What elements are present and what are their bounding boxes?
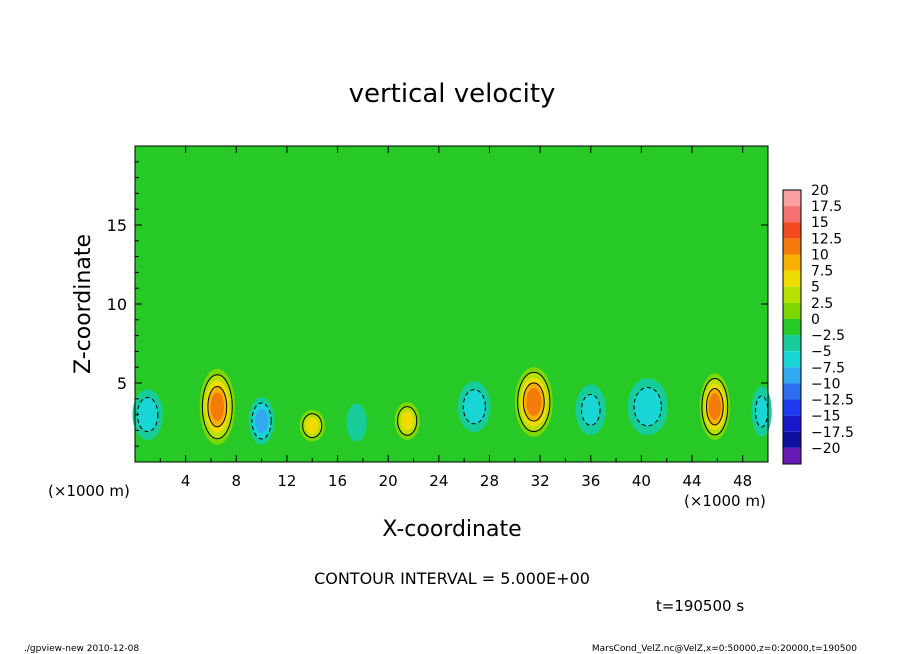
colorbar-swatch <box>783 222 801 239</box>
colorbar-label: −15 <box>811 409 841 425</box>
colorbar-label: 12.5 <box>811 231 842 247</box>
colorbar-swatch <box>783 335 801 352</box>
x-tick-label: 16 <box>328 472 347 490</box>
y-axis-label: Z-coordinate <box>71 234 96 374</box>
velocity-contour-level <box>210 392 224 421</box>
colorbar-swatch <box>783 367 801 384</box>
colorbar-swatch <box>783 286 801 303</box>
colorbar: 2017.51512.5107.552.50−2.5−5−7.5−10−12.5… <box>782 183 854 465</box>
colorbar-swatch <box>783 415 801 432</box>
colorbar-label: 0 <box>811 312 820 328</box>
x-unit-note-left: (×1000 m) <box>48 482 130 500</box>
colorbar-label: −2.5 <box>811 328 845 344</box>
x-tick-label: 28 <box>480 472 499 490</box>
time-label: t=190500 s <box>656 597 744 615</box>
y-tick-label: 15 <box>107 216 127 235</box>
colorbar-swatch <box>783 190 801 207</box>
colorbar-swatch <box>783 238 801 255</box>
velocity-contour-level <box>633 387 662 427</box>
x-tick-label: 36 <box>581 472 600 490</box>
x-unit-note-right: (×1000 m) <box>684 492 766 510</box>
velocity-contour-level <box>136 397 159 433</box>
velocity-contour-level <box>305 417 319 434</box>
colorbar-label: 7.5 <box>811 264 833 280</box>
colorbar-label: −7.5 <box>811 360 845 376</box>
colorbar-label: −17.5 <box>811 425 854 441</box>
x-tick-label: 4 <box>181 472 191 490</box>
velocity-contour-level <box>526 388 542 416</box>
velocity-field <box>132 367 772 445</box>
footer-left: ./gpview-new 2010-12-08 <box>24 644 139 654</box>
x-tick-label: 20 <box>379 472 398 490</box>
velocity-contour-level <box>708 393 721 420</box>
colorbar-swatch <box>783 206 801 223</box>
colorbar-label: −20 <box>811 441 841 457</box>
velocity-contour-level <box>400 411 414 431</box>
x-tick-label: 32 <box>531 472 550 490</box>
colorbar-swatch <box>783 318 801 336</box>
colorbar-swatch <box>783 399 801 416</box>
velocity-contour-level <box>346 403 367 442</box>
x-tick-label: 48 <box>733 472 752 490</box>
colorbar-swatch <box>783 383 801 400</box>
colorbar-label: 2.5 <box>811 296 833 312</box>
footer-right: MarsCond_VelZ.nc@VelZ,x=0:50000,z=0:2000… <box>592 644 857 654</box>
colorbar-swatch <box>783 447 801 464</box>
x-tick-label: 40 <box>632 472 651 490</box>
colorbar-label: 20 <box>811 183 829 199</box>
velocity-contour-level <box>255 408 269 434</box>
colorbar-swatch <box>783 254 801 271</box>
colorbar-label: −5 <box>811 344 832 360</box>
colorbar-swatch <box>783 431 801 448</box>
x-axis-ticks: 4 8 12 16 20 24 28 32 36 40 44 48 <box>159 146 752 490</box>
colorbar-label: 5 <box>811 280 820 296</box>
colorbar-frame <box>782 189 802 465</box>
x-tick-label: 44 <box>682 472 701 490</box>
chart-title: vertical velocity <box>349 79 556 109</box>
y-tick-label: 5 <box>117 374 127 393</box>
colorbar-swatch <box>783 302 801 319</box>
x-tick-label: 8 <box>232 472 242 490</box>
colorbar-label: −10 <box>811 376 841 392</box>
colorbar-label: 10 <box>811 247 829 263</box>
colorbar-label: 17.5 <box>811 199 842 215</box>
colorbar-swatch <box>783 270 801 287</box>
colorbar-swatch <box>783 351 801 368</box>
colorbar-label: 15 <box>811 215 829 231</box>
velocity-contour-level <box>580 393 601 426</box>
velocity-contour-level <box>754 395 769 428</box>
velocity-contour-level <box>462 389 486 425</box>
y-tick-label: 10 <box>107 295 127 314</box>
colorbar-label: −12.5 <box>811 393 854 409</box>
x-tick-label: 12 <box>277 472 296 490</box>
x-axis-label: X-coordinate <box>382 517 521 542</box>
x-tick-label: 24 <box>429 472 448 490</box>
contour-interval-text: CONTOUR INTERVAL = 5.000E+00 <box>314 569 590 588</box>
y-axis-ticks: 5 10 15 <box>107 161 768 447</box>
